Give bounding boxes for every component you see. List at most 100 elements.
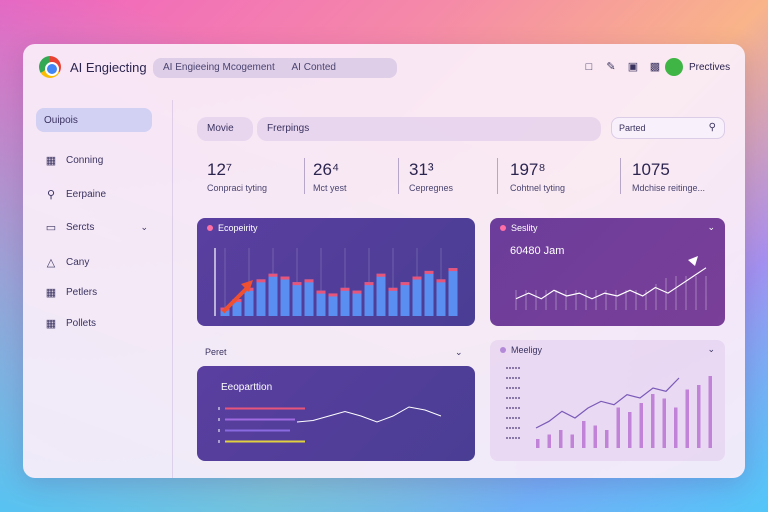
window-icon[interactable]: ▩ — [649, 61, 661, 73]
panel-metric: 60480 Jam — [510, 245, 565, 257]
edit-icon[interactable]: ✎ — [606, 61, 616, 73]
bar — [570, 434, 574, 448]
bar — [352, 290, 362, 316]
bar — [376, 273, 386, 316]
stat-label: Cepregnes — [409, 183, 454, 193]
chevron-down-icon: ⌄ — [140, 221, 148, 232]
meeligy-bar-chart — [506, 367, 712, 448]
stat-value: 31³ — [409, 160, 434, 179]
bar — [559, 430, 563, 448]
bar — [364, 282, 374, 316]
address-segment-1: AI Engieeing Mcogement — [163, 62, 275, 73]
title-bar: AI Engiecting AI Engieeing Mcogement AI … — [23, 44, 745, 92]
bar — [412, 276, 422, 316]
sidebar-item-label: Pollets — [66, 317, 97, 329]
bar-cap — [328, 293, 338, 297]
bookmark-icon[interactable]: □ — [585, 61, 593, 73]
stat-value: 12⁷ — [207, 160, 233, 179]
chevron-down-icon[interactable]: ⌄ — [455, 347, 463, 357]
network-icon: ⚲ — [46, 188, 56, 201]
bar-cap — [376, 273, 386, 277]
sidebar-item-ouipois[interactable]: Ouipois — [36, 108, 152, 132]
chevron-down-icon[interactable]: ⌄ — [707, 344, 715, 354]
search-placeholder: Parted — [619, 123, 646, 133]
panel-eeoparttion: Eeoparttion — [197, 366, 475, 461]
sidebar-item-conning[interactable]: ▦ Conning — [36, 148, 152, 172]
panel-header: Seslity — [500, 223, 538, 233]
panel-header: Meeligy — [500, 345, 542, 355]
address-segment-2: AI Conted — [291, 62, 336, 73]
bar-cap — [412, 276, 422, 280]
status-dot — [207, 225, 213, 231]
line-series — [515, 267, 707, 300]
sidebar-item-label: Petlers — [66, 286, 98, 298]
search-icon[interactable]: ⚲ — [708, 122, 716, 133]
bar — [674, 407, 678, 448]
chevron-down-icon[interactable]: ⌄ — [707, 222, 715, 232]
bar-cap — [364, 282, 374, 286]
bar — [400, 282, 410, 316]
bar — [304, 279, 314, 316]
stat-divider — [497, 158, 498, 194]
bar — [256, 279, 266, 316]
sidebar-item-cany[interactable]: △ Cany — [36, 250, 152, 274]
sidebar-item-label: Eerpaine — [66, 188, 107, 200]
stat-divider — [620, 158, 621, 194]
filter-bar[interactable]: Frerpings — [257, 117, 601, 141]
eeoparttion-line-chart — [218, 406, 442, 443]
bar-cap — [304, 279, 314, 283]
sidebar-item-eerpaine[interactable]: ⚲ Eerpaine — [36, 182, 152, 206]
line-arrow-head — [688, 256, 698, 266]
bar — [328, 293, 338, 316]
bar-cap — [448, 268, 458, 272]
sidebar-item-sercts[interactable]: ▭ Sercts ⌄ — [36, 215, 152, 239]
bar — [244, 287, 254, 316]
panel-header: Ecopeirity — [207, 223, 258, 233]
avatar[interactable] — [665, 58, 683, 76]
mode-button[interactable]: Movie — [197, 117, 253, 141]
ecopeirity-bar-chart — [214, 248, 458, 316]
peret-row[interactable]: Peret ⌄ — [197, 347, 467, 357]
sidebar: Ouipois ▦ Conning ⚲ Eerpaine ▭ Sercts ⌄ … — [23, 100, 173, 478]
address-bar[interactable]: AI Engieeing Mcogement AI Conted — [153, 58, 397, 78]
stat-5: 1075 Mdchise reitinge... — [632, 160, 705, 193]
stat-1: 12⁷ Conpraci tyting — [207, 160, 267, 193]
sidebar-item-pollets[interactable]: ▦ Pollets — [36, 311, 152, 335]
bar — [388, 287, 398, 316]
trend-arrow-head — [241, 280, 253, 292]
bar — [536, 439, 540, 448]
panel-title: Seslity — [511, 223, 538, 233]
document-icon: ▦ — [45, 317, 57, 330]
grid-icon[interactable]: ▣ — [627, 61, 639, 73]
bell-icon: △ — [46, 256, 56, 269]
bar-cap — [268, 273, 278, 277]
stat-value: 1075 — [632, 160, 670, 179]
sidebar-item-label: Conning — [66, 154, 104, 166]
stat-divider — [398, 158, 399, 194]
sidebar-item-petlers[interactable]: ▦ Petlers — [36, 280, 152, 304]
folder-icon: ▭ — [45, 221, 57, 234]
stat-4: 197⁸ Cohtnel tyting — [510, 160, 565, 193]
bar — [582, 421, 586, 448]
bar — [268, 273, 278, 316]
bar — [424, 270, 434, 316]
search-input[interactable]: Parted ⚲ — [611, 117, 725, 139]
stat-value: 197⁸ — [510, 160, 546, 179]
user-name[interactable]: Prectives — [689, 62, 731, 73]
bar-cap — [280, 276, 290, 280]
sidebar-item-label: Sercts — [66, 221, 95, 233]
sidebar-item-label: Cany — [66, 256, 90, 268]
bar-cap — [436, 279, 446, 283]
bar — [232, 299, 242, 316]
seslity-line-chart — [515, 256, 707, 310]
bar-cap — [292, 282, 302, 286]
bar — [697, 385, 701, 448]
bar-cap — [340, 287, 350, 291]
app-title: AI Engiecting — [70, 60, 147, 75]
stat-3: 31³ Cepregnes — [409, 160, 453, 193]
bar-cap — [352, 290, 362, 294]
panel-title: Ecopeirity — [218, 223, 258, 233]
bar — [616, 407, 620, 448]
panel-title: Meeligy — [511, 345, 543, 355]
bar-cap — [400, 282, 410, 286]
